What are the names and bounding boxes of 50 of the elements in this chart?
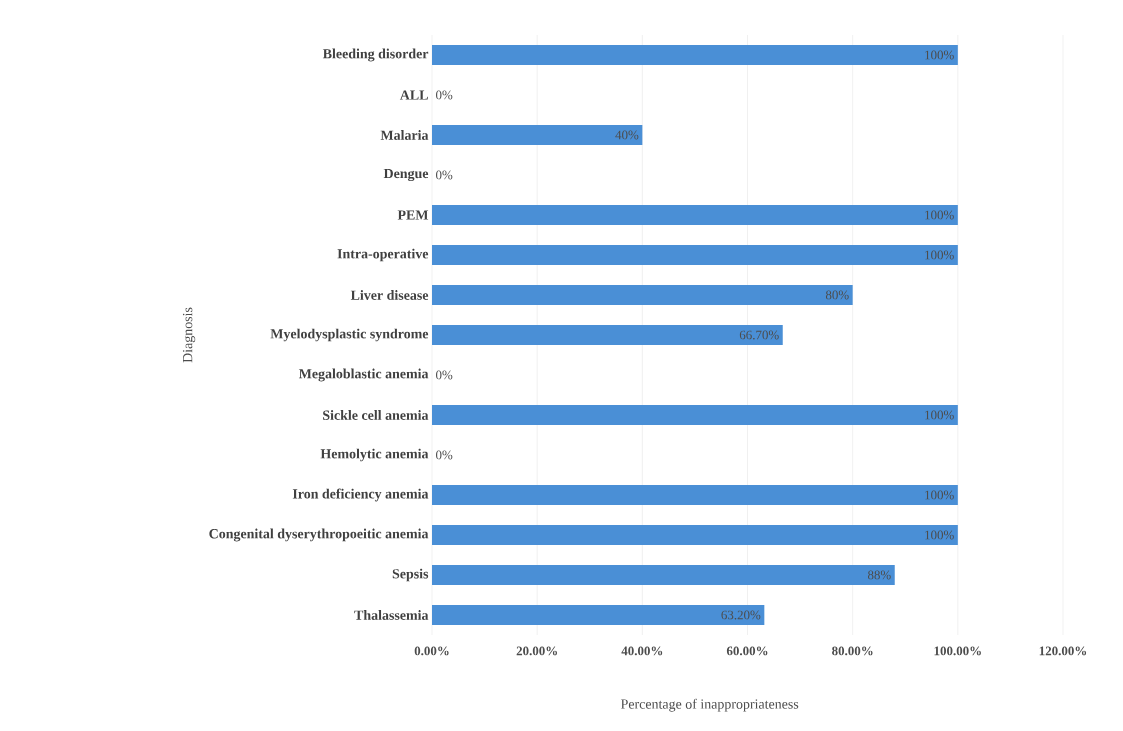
x-tick-label: 40.00% xyxy=(621,646,663,656)
bar xyxy=(432,285,853,305)
data-label: 0% xyxy=(436,370,453,380)
y-axis-title: Diagnosis xyxy=(182,307,196,363)
y-tick-label: Liver disease xyxy=(350,290,429,300)
y-tick-label: Thalassemia xyxy=(354,610,429,620)
y-tick-label: Sickle cell anemia xyxy=(323,410,429,420)
bar xyxy=(432,205,958,225)
y-tick-label: Intra-operative xyxy=(337,248,429,262)
bar xyxy=(432,125,643,145)
x-tick-label: 60.00% xyxy=(726,646,768,656)
y-tick-label: Megaloblastic anemia xyxy=(298,368,429,382)
x-tick-label: 100.00% xyxy=(934,646,981,656)
data-label: 80% xyxy=(825,290,849,300)
y-tick-label: Dengue xyxy=(383,168,429,182)
bar xyxy=(432,325,783,345)
data-label: 100% xyxy=(925,250,954,260)
bar xyxy=(432,45,958,65)
y-tick-label: Bleeding disorder xyxy=(322,48,429,62)
x-tick-label: 20.00% xyxy=(516,646,557,656)
y-tick-label: Congenital dyserythropoeitic anemia xyxy=(209,528,429,542)
x-tick-label: 80.00% xyxy=(832,646,873,656)
bar xyxy=(432,405,958,425)
data-label: 88% xyxy=(867,570,891,580)
data-label: 100% xyxy=(925,50,954,60)
y-tick-label: Malaria xyxy=(380,130,429,140)
data-label: 0% xyxy=(436,170,453,180)
data-label: 100% xyxy=(925,530,954,540)
bar xyxy=(432,485,958,506)
bar xyxy=(432,245,958,265)
x-tick-label: 0.00% xyxy=(414,646,449,656)
y-tick-label: Myelodysplastic syndrome xyxy=(270,328,429,342)
y-tick-label: Iron deficiency anemia xyxy=(292,488,429,502)
x-axis-title: Percentage of inappropriateness xyxy=(620,698,799,712)
bar xyxy=(432,565,895,586)
data-label: 0% xyxy=(436,450,453,460)
x-tick-label: 120.00% xyxy=(1039,646,1087,656)
data-label: 0% xyxy=(436,90,453,100)
y-tick-label: Hemolytic anemia xyxy=(320,448,429,462)
y-tick-label: PEM xyxy=(397,210,429,220)
data-label: 100% xyxy=(925,410,954,420)
data-label: 40% xyxy=(615,130,639,140)
bar xyxy=(432,525,958,546)
data-label: 63.20% xyxy=(721,610,761,620)
data-label: 66.70% xyxy=(739,330,779,340)
data-label: 100% xyxy=(925,210,954,220)
data-label: 100% xyxy=(925,490,954,500)
y-tick-label: ALL xyxy=(399,90,428,100)
y-tick-label: Sepsis xyxy=(392,568,429,582)
bar xyxy=(432,605,765,626)
